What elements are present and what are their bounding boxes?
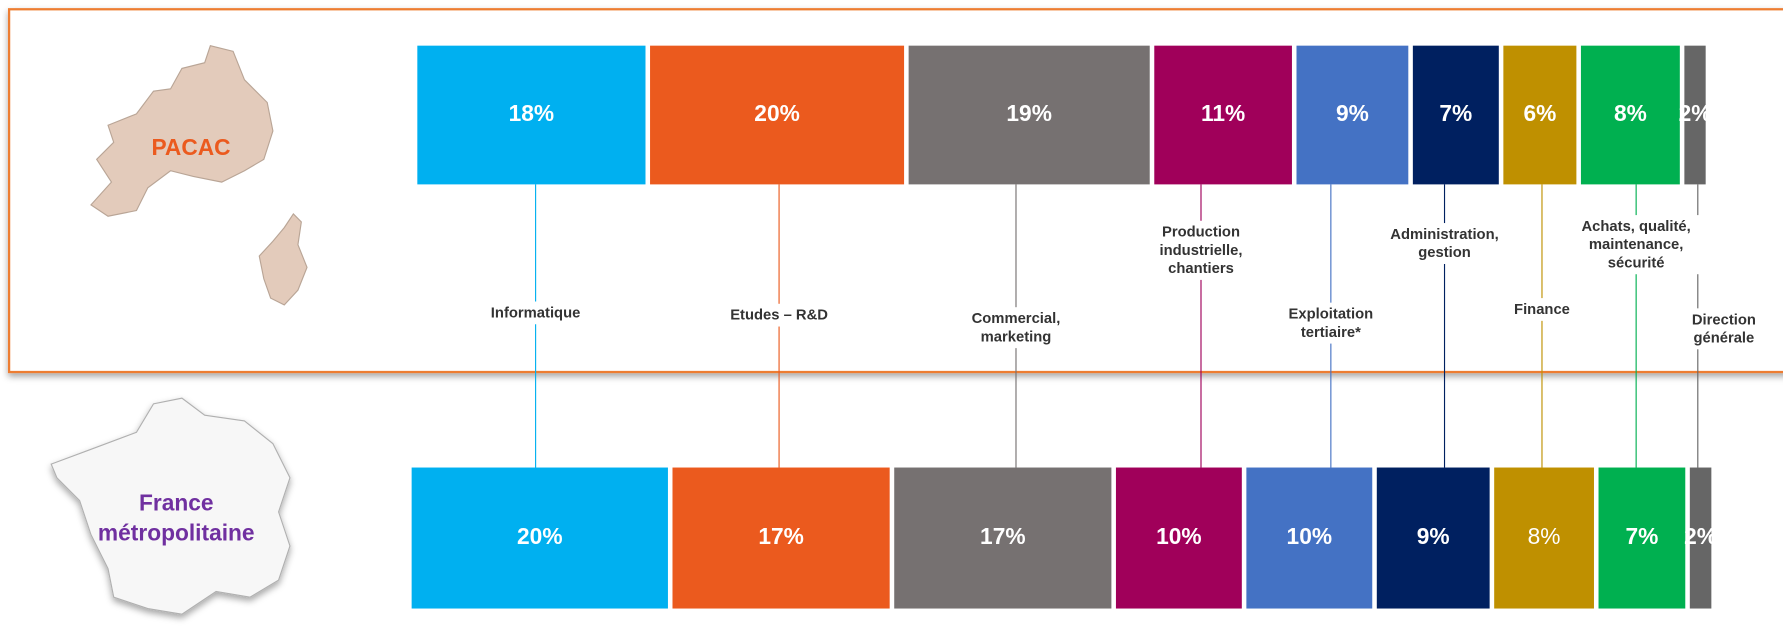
data-label: 8% [1614, 100, 1647, 126]
data-label: 17% [980, 523, 1026, 549]
bar-segment [1115, 467, 1242, 609]
legend-wrap: Commercial, marketing [953, 282, 1079, 373]
bar-segment [1296, 45, 1409, 185]
legend-box: Etudes – R&D [711, 270, 847, 361]
data-label: 8% [1528, 523, 1561, 549]
bar-segment [650, 45, 905, 185]
data-label: 6% [1523, 100, 1556, 126]
data-label: 2% [1684, 523, 1717, 549]
legend-box: Production industrielle, chantiers [1144, 205, 1258, 296]
legend-label: Achats, qualité, maintenance, sécurité [1573, 215, 1699, 275]
legend-box: Administration, gestion [1370, 198, 1519, 289]
data-label: 10% [1156, 523, 1202, 549]
bar-segment [1412, 45, 1499, 185]
legend-label: Informatique [490, 301, 581, 325]
legend-box: Commercial, marketing [953, 282, 1079, 373]
legend-wrap: Production industrielle, chantiers [1144, 205, 1258, 296]
legend-wrap: Etudes – R&D [711, 270, 847, 361]
legend-label: Production industrielle, chantiers [1144, 220, 1258, 280]
data-label: 19% [1006, 100, 1052, 126]
data-label: 10% [1287, 523, 1333, 549]
legend-wrap: Direction générale [1678, 283, 1770, 374]
bar-segment [908, 45, 1150, 185]
data-label: 7% [1625, 523, 1658, 549]
data-label: 17% [758, 523, 804, 549]
category-label: France métropolitaine [97, 491, 255, 546]
maps [50, 44, 308, 615]
legend-wrap: Informatique [473, 267, 598, 358]
bar-segment [1598, 467, 1686, 609]
labels: Informatique Etudes – R&D Commercial, mark… [473, 198, 1770, 374]
bar-segment [1154, 45, 1292, 185]
legend-wrap: Exploitation tertiaire* [1273, 278, 1388, 369]
data-label: 9% [1417, 523, 1450, 549]
france-map [50, 397, 291, 615]
legend-box: Exploitation tertiaire* [1273, 278, 1388, 369]
bar-segment [894, 467, 1112, 609]
bar-segment [1376, 467, 1490, 609]
bar-segment [1580, 45, 1680, 185]
legend-wrap: Administration, gestion [1370, 198, 1519, 289]
legend-label: Direction générale [1678, 308, 1770, 350]
paca-map [90, 44, 274, 217]
legend-label: Etudes – R&D [730, 303, 828, 327]
bar-segment [672, 467, 890, 609]
bar-segment [411, 467, 668, 609]
data-label: 11% [1201, 100, 1245, 126]
legend-box: Achats, qualité, maintenance, sécurité [1573, 199, 1699, 290]
legend-wrap: Finance [1502, 264, 1582, 355]
bar-segment [417, 45, 646, 185]
data-label: 18% [509, 100, 555, 126]
bars: 18% 20% 19% 11% 9% 7% 6% 8% 2% 20% 17% 17% 10% 10% 9% 8… [411, 45, 1717, 609]
bar-segment [1494, 467, 1594, 609]
data-label: 9% [1336, 100, 1369, 126]
data-label: 7% [1439, 100, 1472, 126]
data-label: 20% [754, 100, 800, 126]
category-label-box: France métropolitaine [97, 491, 255, 546]
corsica-map [258, 213, 308, 306]
category-label: PACAC [151, 134, 230, 160]
bar-segment [1246, 467, 1373, 609]
legend-box: Finance [1502, 264, 1582, 355]
legend-label: Exploitation tertiaire* [1273, 302, 1388, 344]
legend-wrap: Achats, qualité, maintenance, sécurité [1573, 199, 1699, 290]
data-label: 2% [1679, 100, 1712, 126]
bar-segment [1503, 45, 1577, 185]
legend-box: Informatique [473, 267, 598, 358]
legend-box: Direction générale [1678, 283, 1770, 374]
bar-segment [1689, 467, 1712, 609]
bar-segment [1684, 45, 1706, 185]
legend-label: Administration, gestion [1370, 223, 1519, 264]
legend-label: Commercial, marketing [953, 307, 1079, 349]
data-label: 20% [517, 523, 563, 549]
legend-label: Finance [1514, 298, 1570, 321]
